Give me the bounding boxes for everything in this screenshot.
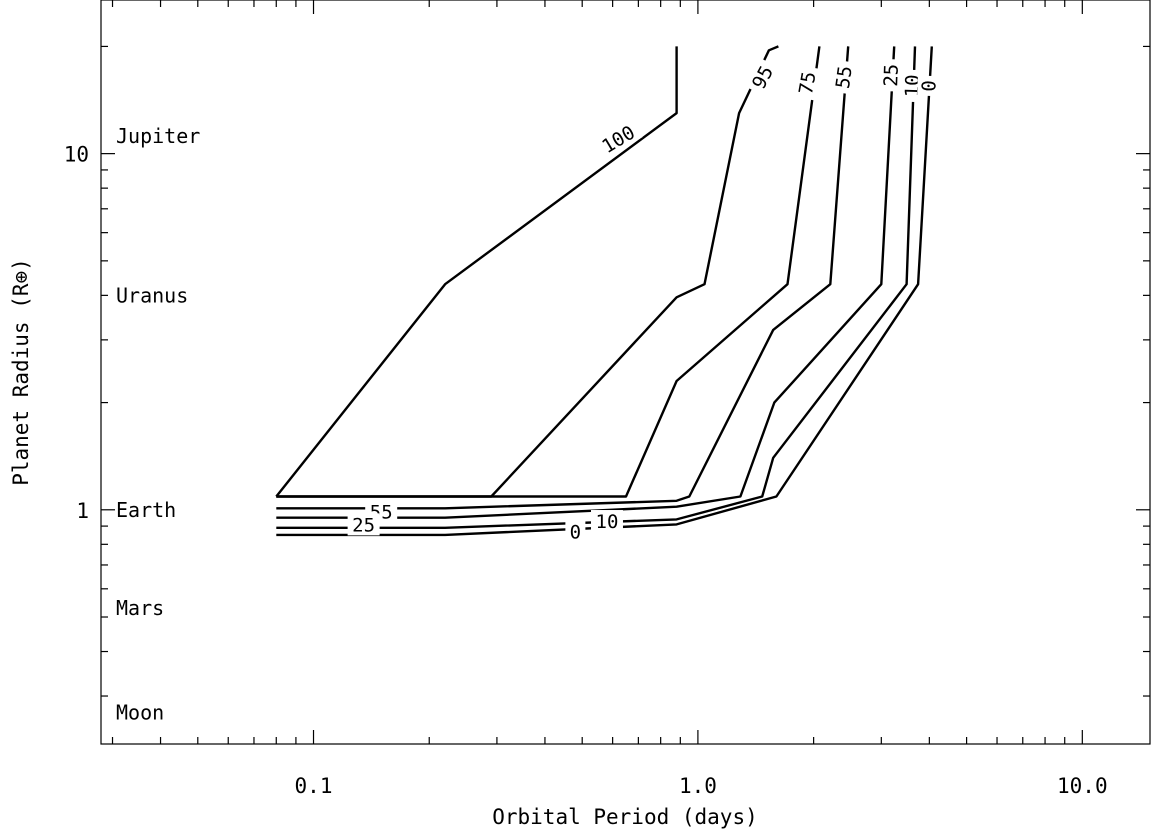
contour-label-bg xyxy=(593,118,643,160)
contour-line-100 xyxy=(275,46,678,498)
planet-label-uranus: Uranus xyxy=(116,283,188,307)
contour-label-10: 10 xyxy=(596,511,619,533)
y-axis-label: Planet Radius (R⊕) xyxy=(9,258,33,486)
contour-label-bg xyxy=(917,75,940,97)
planet-label-jupiter: Jupiter xyxy=(116,124,200,148)
contour-label-bg xyxy=(347,513,380,536)
contour-line-10 xyxy=(276,46,917,529)
contour-label-55: 55 xyxy=(832,64,857,90)
contour-label-bg xyxy=(745,57,780,97)
x-tick-label: 1.0 xyxy=(679,774,717,798)
y-tick-label: 10 xyxy=(64,143,89,167)
y-tick-label: 1 xyxy=(76,499,89,523)
planet-label-earth: Earth xyxy=(116,498,176,522)
contour-label-0: 0 xyxy=(918,80,940,92)
contour-label-25: 25 xyxy=(880,63,903,87)
contour-label-bg xyxy=(590,510,623,533)
contour-label-bg xyxy=(878,58,903,92)
x-tick-label: 10.0 xyxy=(1057,774,1108,798)
planet-label-moon: Moon xyxy=(116,700,164,724)
contour-lines xyxy=(275,45,933,537)
planet-label-mars: Mars xyxy=(116,596,164,620)
contour-line-55 xyxy=(276,46,850,510)
contour-label-0: 0 xyxy=(570,521,581,543)
contour-line-0 xyxy=(276,46,933,537)
axis-ticks: 0.1 1.0 10.0 1 10 xyxy=(64,0,1150,798)
plot-frame xyxy=(100,0,1151,745)
contour-label-25: 25 xyxy=(352,514,375,536)
contour-line-95 xyxy=(276,45,779,498)
planet-labels: Jupiter Uranus Earth Mars Moon xyxy=(116,124,200,724)
x-axis-label: Orbital Period (days) xyxy=(492,805,758,829)
contour-line-25 xyxy=(276,46,896,519)
contour-line-75 xyxy=(276,46,821,498)
contour-label-bg xyxy=(830,59,857,95)
contour-label-bg xyxy=(565,520,586,543)
contour-label-bg xyxy=(793,65,821,101)
contour-label-75: 75 xyxy=(795,70,821,96)
x-tick-label: 0.1 xyxy=(295,774,333,798)
